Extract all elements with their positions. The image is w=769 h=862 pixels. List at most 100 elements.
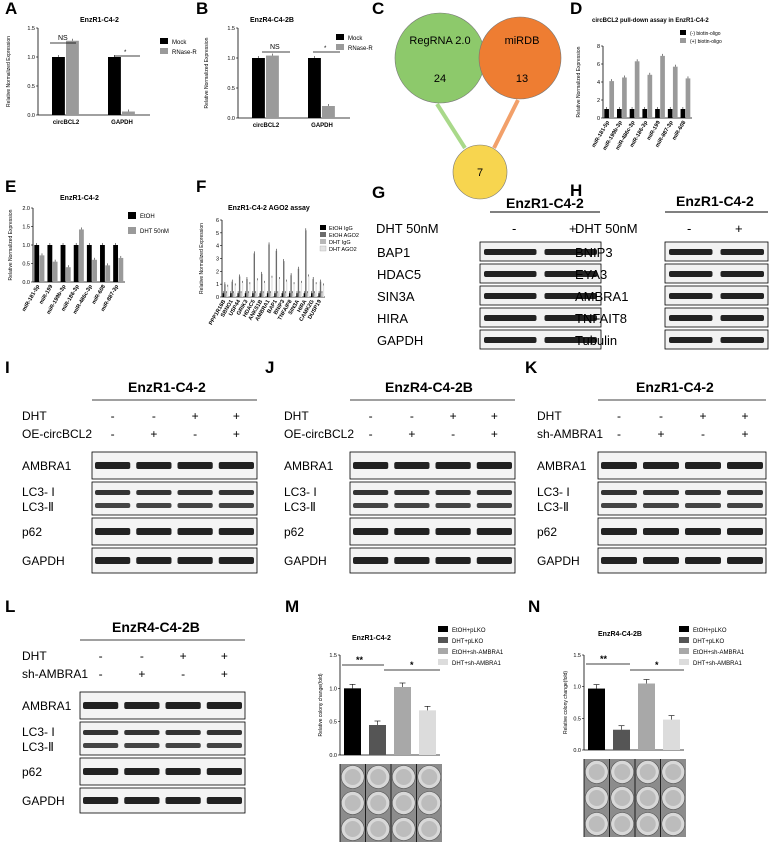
protein-label: LC3-Ⅱ <box>537 500 569 514</box>
y-tick-label: 0 <box>216 295 219 301</box>
blot-box <box>79 721 246 756</box>
y-tick-label: 2 <box>597 98 600 104</box>
legend-swatch-n2 <box>679 637 689 643</box>
bar <box>65 267 71 282</box>
x-tick-label: circBCL2 <box>53 120 80 126</box>
protein-label: GAPDH <box>377 333 423 348</box>
bar <box>663 719 680 750</box>
band <box>83 743 119 748</box>
venn-count-mirdb: 13 <box>516 73 528 85</box>
sign-g1: - <box>512 221 516 236</box>
band <box>435 528 471 535</box>
protein-label: AMBRA1 <box>575 289 628 304</box>
bar <box>73 245 79 282</box>
band <box>669 315 713 321</box>
bar <box>629 109 635 118</box>
y-axis-title: Relative Normalized Expression <box>6 36 12 107</box>
bar <box>268 244 270 297</box>
bar <box>256 280 258 297</box>
band <box>727 528 763 535</box>
protein-label: LC3- I <box>537 485 570 499</box>
band <box>83 730 119 735</box>
bar <box>100 245 105 282</box>
bar <box>244 293 247 297</box>
colony-well-inner <box>370 821 387 837</box>
band <box>435 462 471 469</box>
bar <box>233 293 235 297</box>
colony-well-inner <box>395 769 412 785</box>
panel-letter-n: N <box>528 597 540 616</box>
protein-label: LC3- I <box>22 725 55 739</box>
panel-letter-c: C <box>372 0 384 18</box>
condition-sign: - <box>111 409 115 423</box>
legend-label-n4: DHT+sh-AMBRA1 <box>693 661 743 667</box>
bar <box>255 293 257 297</box>
band <box>206 768 242 775</box>
bar <box>634 61 640 118</box>
bar <box>277 293 279 297</box>
x-tick-label: GAPDH <box>111 120 133 126</box>
venn-count-overlap: 7 <box>477 167 483 179</box>
condition-sign: - <box>617 427 621 441</box>
y-tick-label: 1.0 <box>227 56 235 62</box>
band <box>83 702 119 709</box>
chart-title-f: EnzR1-C4-2 AGO2 assay <box>228 205 310 212</box>
band <box>720 293 764 299</box>
bar <box>394 687 411 755</box>
protein-label: p62 <box>537 525 557 539</box>
condition-label: DHT <box>284 409 309 423</box>
western-i: EnzR1-C4-2 DHT - - + + OE-circBCL2 - + - + AMBRA1 LC… <box>22 379 258 574</box>
condition-sign: + <box>450 409 457 423</box>
blot-cell-h: EnzR1-C4-2 <box>676 193 754 209</box>
panel-letter-j: J <box>265 358 274 377</box>
band <box>218 503 254 508</box>
band <box>165 768 201 775</box>
panel-letter-g: G <box>372 183 385 202</box>
legend-label-pos: (+) biotin-oligo <box>690 39 722 45</box>
bar <box>303 293 306 297</box>
condition-sign: + <box>233 427 240 441</box>
condition-sign: + <box>408 427 415 441</box>
protein-label: LC3- I <box>22 485 55 499</box>
bar <box>266 293 269 297</box>
protein-label: AMBRA1 <box>22 699 72 713</box>
band <box>685 462 721 469</box>
legend-swatch-mock <box>160 38 168 44</box>
bar <box>247 293 250 297</box>
legend-label-etoh: EtOH <box>140 214 155 220</box>
condition-sign: + <box>491 427 498 441</box>
bar <box>286 281 288 297</box>
bar <box>39 255 45 282</box>
bar <box>288 293 291 297</box>
bar <box>284 293 286 297</box>
band <box>669 249 713 255</box>
colony-well-inner <box>421 821 438 837</box>
bar <box>113 245 119 282</box>
y-tick-label: 3 <box>216 257 219 263</box>
condition-label: OE-circBCL2 <box>22 427 92 441</box>
y-tick-label: 4 <box>597 80 600 86</box>
legend-swatch-m2 <box>438 637 448 643</box>
bar <box>667 109 673 118</box>
band <box>685 528 721 535</box>
legend-b: Mock RNase-R <box>336 34 373 52</box>
blot-box <box>597 481 767 516</box>
protein-label: BAP1 <box>377 245 410 260</box>
legend-n: EtOH+pLKO DHT+pLKO EtOH+sh-AMBRA1 DHT+sh… <box>679 626 745 667</box>
band <box>601 462 637 469</box>
legend-swatch-pos <box>680 38 686 43</box>
western-g: EnzR1-C4-2 DHT 50nM - + BAP1 HDAC5 SIN3A HI… <box>376 195 602 350</box>
significance-m: ** * <box>342 655 440 671</box>
bar <box>680 109 686 118</box>
colony-plates-m <box>339 764 442 842</box>
bar <box>108 57 121 115</box>
chart-b: 0.0 0.5 1.0 1.5 Relative Normalized Expressi… <box>204 26 350 129</box>
panel-letter-d: D <box>570 0 582 18</box>
band <box>206 730 242 735</box>
bar <box>227 286 229 297</box>
band <box>476 528 512 535</box>
panel-letter-m: M <box>285 597 299 616</box>
bar <box>222 293 225 297</box>
y-tick-label: 2 <box>216 269 219 275</box>
colony-well-inner <box>370 769 387 785</box>
